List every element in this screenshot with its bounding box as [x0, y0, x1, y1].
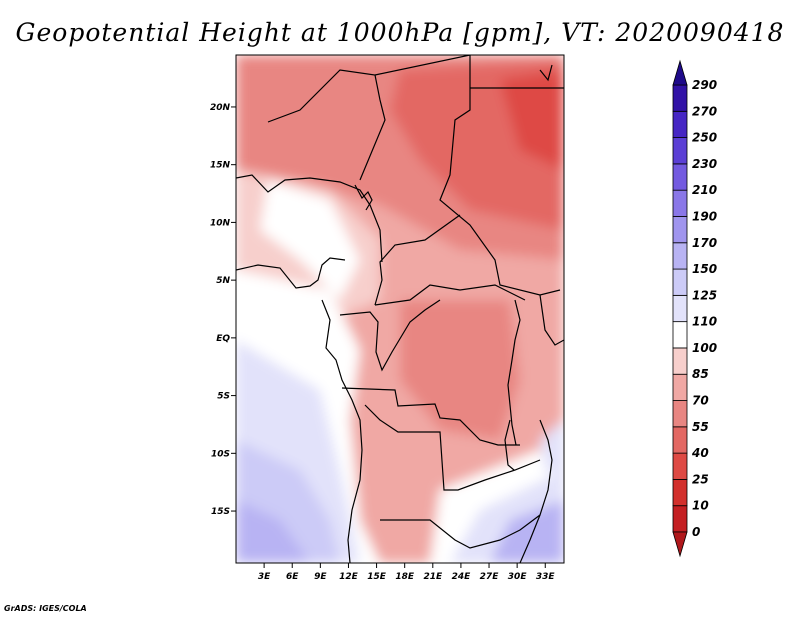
colorbar-label: 100: [692, 341, 717, 355]
border-gabon-congo: [339, 299, 441, 372]
x-tick-label: 30E: [508, 572, 528, 582]
colorbar-bin: [672, 110, 688, 138]
lake-chad: [354, 184, 373, 211]
coast-mozambique: [519, 419, 553, 563]
chart-title: Geopotential Height at 1000hPa [gpm], VT…: [15, 18, 785, 47]
colorbar-bin: [672, 347, 688, 375]
field-ne-max: [500, 70, 564, 170]
colorbar-label: 250: [692, 131, 717, 145]
colorbar-bin: [672, 321, 688, 349]
coast-west: [321, 299, 363, 563]
x-tick-label: 24E: [452, 572, 472, 582]
x-tick-label: 18E: [395, 572, 415, 582]
x-tick-label: 6E: [286, 572, 299, 582]
x-tick-label: 27E: [480, 572, 500, 582]
y-tick-label: EQ: [216, 334, 230, 344]
colorbar-label: 230: [692, 157, 717, 171]
colorbar-label: 270: [692, 104, 717, 118]
border-angola-drc: [341, 387, 520, 446]
x-tick-label: 21E: [423, 572, 443, 582]
x-tick-label: 9E: [314, 572, 327, 582]
colorbar-label: 85: [692, 367, 709, 381]
colorbar-bin: [672, 84, 688, 112]
x-tick-label: 15E: [367, 572, 387, 582]
grads-credit: GrADS: IGES/COLA: [4, 604, 87, 613]
colorbar-bin: [672, 189, 688, 217]
colorbar-bottom-arrow: [672, 531, 688, 558]
colorbar-bin: [672, 400, 688, 428]
border-east: [539, 294, 564, 346]
y-tick-label: 5S: [217, 392, 230, 402]
border-car-drc: [374, 284, 526, 306]
colorbar-bin: [672, 137, 688, 165]
colorbar-bin: [672, 426, 688, 454]
x-tick-label: 33E: [536, 572, 556, 582]
colorbar-top-arrow: [672, 59, 688, 86]
colorbar-label: 170: [692, 236, 717, 250]
colorbar-label: 25: [692, 472, 709, 486]
field-se-blue: [490, 500, 564, 563]
colorbar-bin: [672, 373, 688, 401]
border-libya: [374, 55, 471, 76]
colorbar: 0 10 25 40 55 70 85 100 110 125 150 170 190 210 230 250…: [672, 59, 717, 558]
border-sahel: [236, 174, 383, 263]
colorbar-label: 125: [692, 288, 717, 302]
coast-guinea: [236, 257, 346, 289]
colorbar-label: 55: [692, 420, 709, 434]
height-field: [236, 55, 564, 563]
colorbar-bin: [672, 294, 688, 323]
field-coast-white: [260, 180, 360, 300]
border-car: [374, 214, 461, 306]
field-congo: [400, 300, 520, 440]
colorbar-bin: [672, 216, 688, 244]
colorbar-label: 190: [692, 209, 717, 223]
colorbar-bin: [672, 268, 688, 296]
y-tick-label: 10S: [211, 449, 230, 459]
colorbar-bin: [672, 163, 688, 191]
colorbar-label: 10: [692, 499, 709, 513]
field-atlantic-deep: [236, 500, 310, 563]
axes: 3E 6E 9E 12E 15E 18E 21E 24E 27E 30E 33E 20N 15N 10N 5…: [210, 103, 556, 582]
border-angola-zambia: [364, 404, 541, 491]
colorbar-label: 210: [692, 183, 717, 197]
border-namibia: [380, 514, 541, 549]
field-angola: [380, 430, 450, 520]
colorbar-label: 40: [691, 446, 709, 460]
colorbar-bin: [672, 452, 688, 480]
colorbar-label: 110: [692, 315, 717, 329]
colorbar-bin: [672, 242, 688, 270]
colorbar-label: 150: [692, 262, 717, 276]
colorbar-label: 0: [692, 525, 700, 539]
y-tick-label: 5N: [216, 276, 230, 286]
coast-red-sea: [539, 64, 553, 82]
colorbar-bin: [672, 505, 688, 533]
y-tick-label: 15N: [210, 161, 231, 171]
x-tick-label: 3E: [258, 572, 271, 582]
y-tick-label: 15S: [211, 507, 230, 517]
border-lakes: [507, 299, 521, 446]
lake-malawi: [504, 419, 515, 471]
plot-frame: [235, 54, 565, 564]
colorbar-bin: [672, 479, 688, 507]
country-borders: [236, 55, 564, 563]
colorbar-label: 70: [692, 394, 709, 408]
x-tick-label: 12E: [339, 572, 359, 582]
y-tick-label: 20N: [210, 103, 231, 113]
border-sudan: [439, 55, 561, 296]
y-tick-label: 10N: [210, 218, 231, 228]
colorbar-label: 290: [692, 78, 717, 92]
